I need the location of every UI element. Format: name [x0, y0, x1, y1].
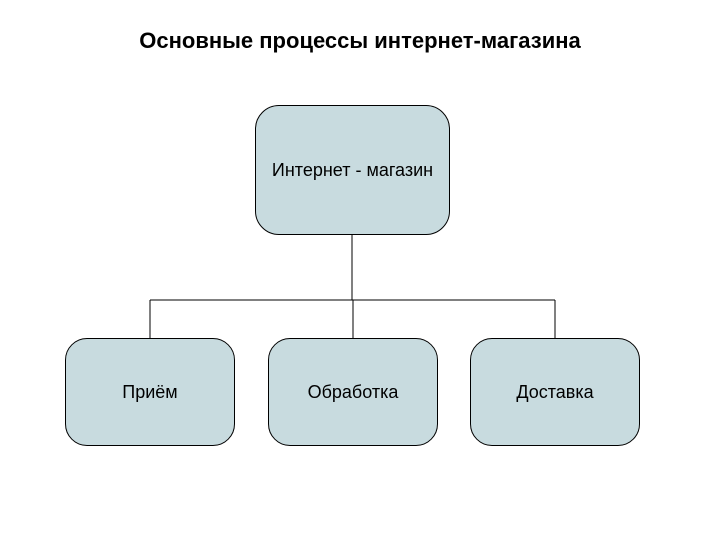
child-node-label: Обработка [308, 382, 399, 403]
root-node-label: Интернет - магазин [272, 160, 433, 181]
connector-lines [0, 0, 720, 540]
child-node-label: Приём [122, 382, 177, 403]
child-node-reception: Приём [65, 338, 235, 446]
child-node-processing: Обработка [268, 338, 438, 446]
child-node-label: Доставка [516, 382, 593, 403]
root-node: Интернет - магазин [255, 105, 450, 235]
child-node-delivery: Доставка [470, 338, 640, 446]
